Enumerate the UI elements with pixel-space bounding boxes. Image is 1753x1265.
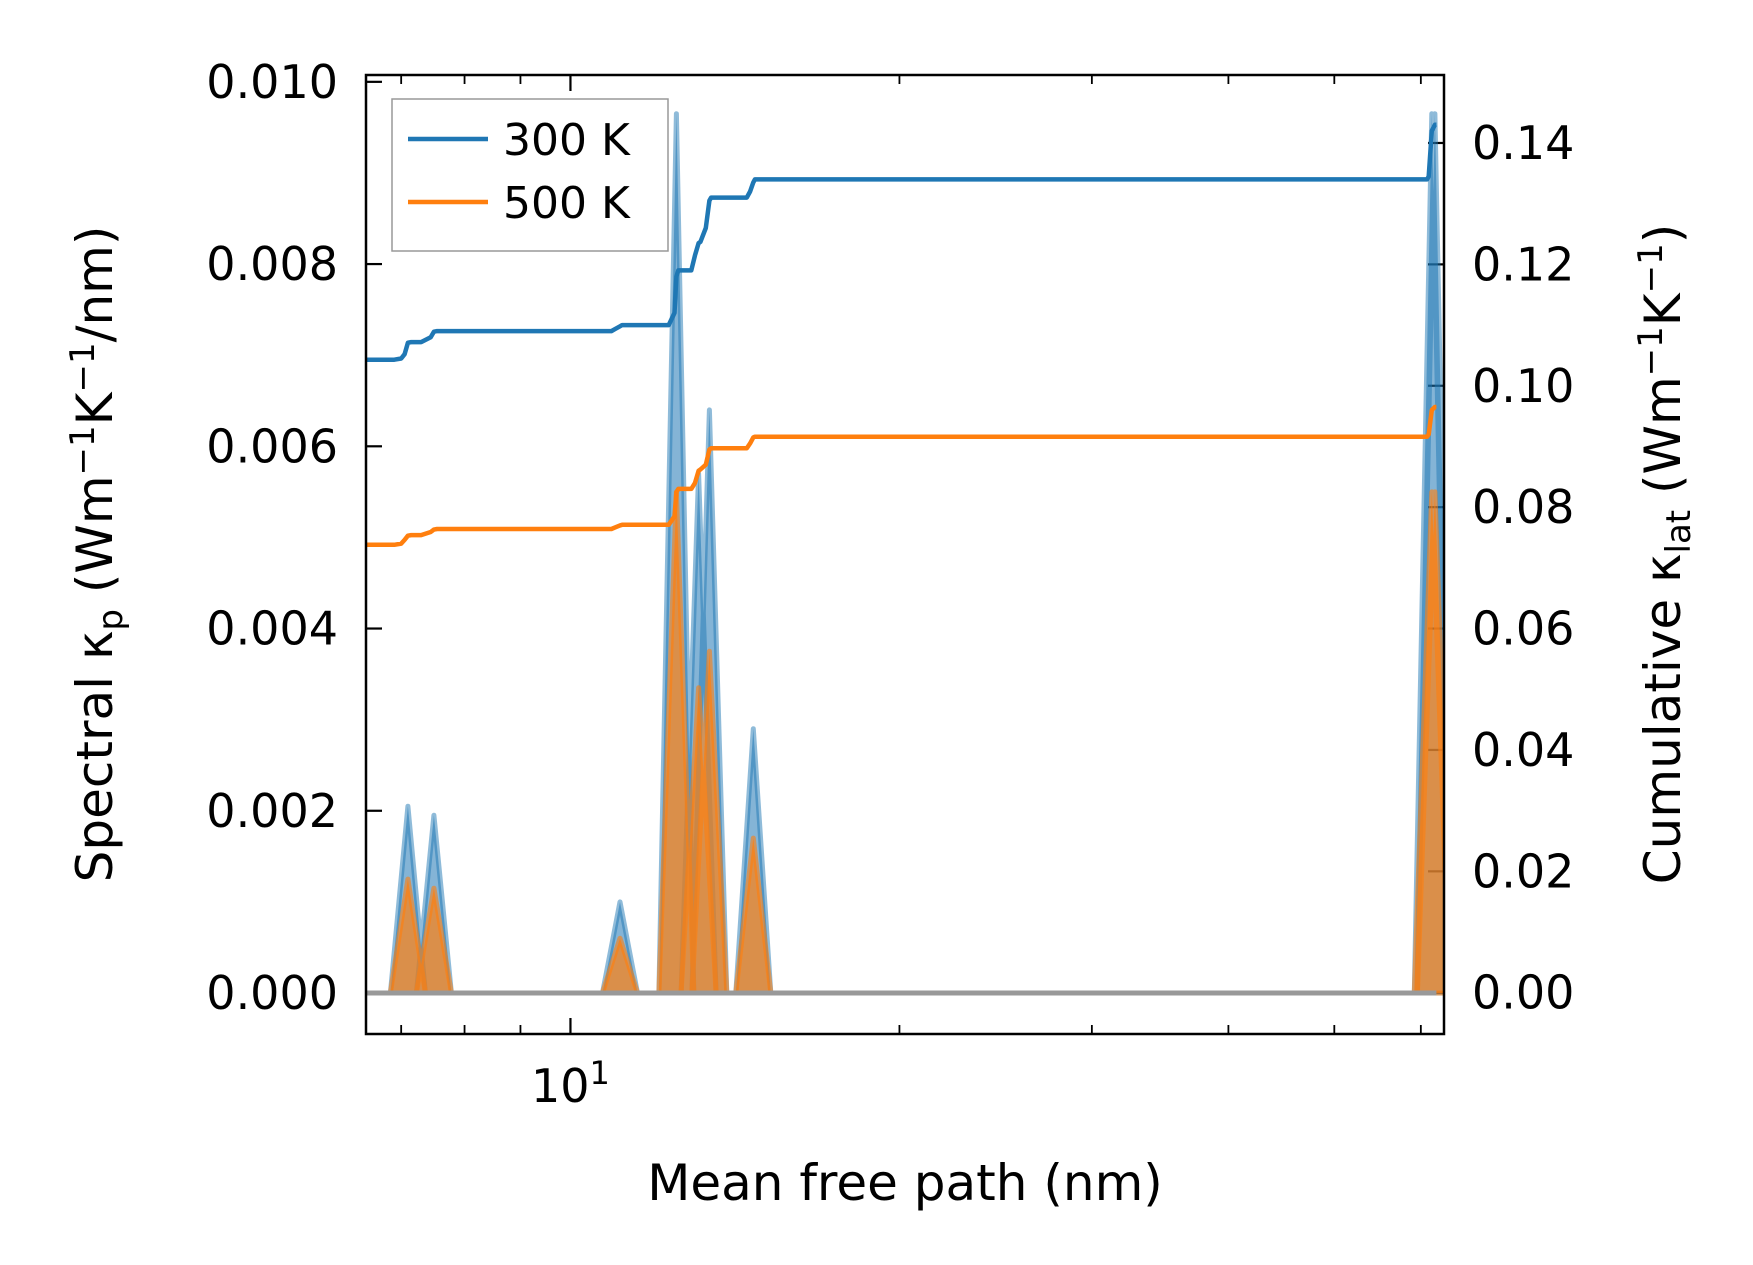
- legend-label-500k: 500 K: [503, 178, 631, 229]
- series-layer: [366, 111, 1444, 996]
- legend-frame: [391, 98, 669, 252]
- cumulative-line-300k: [366, 122, 1438, 362]
- cumulative-line-500k: [366, 404, 1438, 548]
- right-y-tick-label: 0.12: [1472, 237, 1574, 291]
- right-y-tick-label: 0.06: [1472, 602, 1574, 656]
- spectral-line-500k: [366, 489, 1444, 996]
- right-y-tick-label: 0.02: [1472, 844, 1574, 898]
- left-y-tick-label: 0.002: [206, 784, 338, 838]
- spectral-fill-500k: [366, 491, 1444, 993]
- right-y-tick-label: 0.14: [1472, 116, 1574, 170]
- legend: 300 K 500 K: [391, 98, 669, 252]
- tick-label-layer: 0.000 0.002 0.004 0.006 0.008 0.010 0.00 0.02 0.…: [206, 55, 1574, 1113]
- right-y-tick-label: 0.10: [1472, 359, 1574, 413]
- plot-frame: [364, 73, 1446, 1036]
- right-y-tick-label: 0.04: [1472, 723, 1574, 777]
- right-y-axis-label: Cumulative κlat (Wm−1K−1): [1631, 224, 1699, 884]
- left-y-tick-label: 0.006: [206, 419, 338, 473]
- x-tick-label: 101: [531, 1054, 610, 1113]
- left-y-tick-label: 0.000: [206, 966, 338, 1020]
- right-y-tick-label: 0.00: [1472, 966, 1574, 1020]
- right-y-tick-label: 0.08: [1472, 480, 1574, 534]
- left-y-tick-label: 0.010: [206, 55, 338, 109]
- left-y-tick-label: 0.008: [206, 237, 338, 291]
- left-y-axis-label: Spectral κp (Wm−1K−1/nm): [63, 226, 131, 883]
- legend-label-300k: 300 K: [503, 115, 631, 166]
- x-axis-label: Mean free path (nm): [647, 1154, 1163, 1212]
- left-y-tick-label: 0.004: [206, 602, 338, 656]
